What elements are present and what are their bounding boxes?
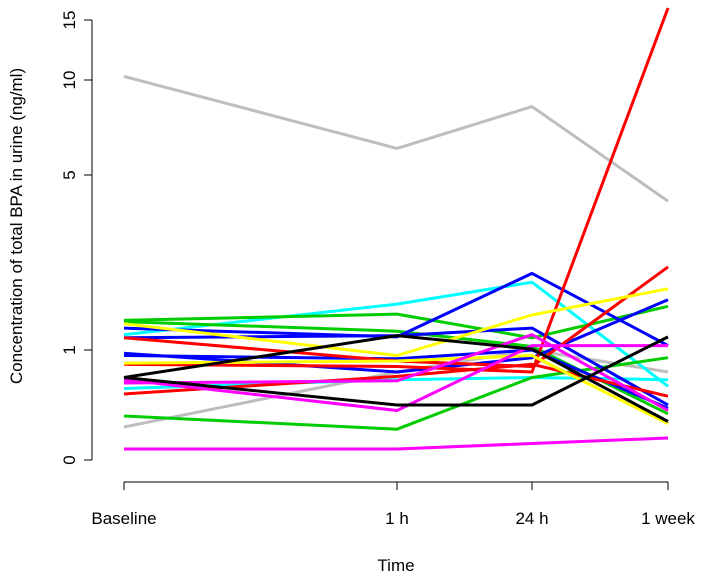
series-line-7 bbox=[123, 356, 669, 431]
series-line-15 bbox=[123, 287, 669, 357]
x-tick-label: Baseline bbox=[91, 509, 156, 528]
series-line-17 bbox=[124, 436, 669, 451]
x-axis: Baseline 1 h 24 h 1 week bbox=[91, 481, 695, 528]
y-tick-label: 15 bbox=[60, 11, 79, 30]
y-tick-label: 5 bbox=[60, 170, 79, 179]
series-line-8 bbox=[123, 271, 669, 347]
y-tick-label: 0 bbox=[60, 455, 79, 464]
series-line-21 bbox=[123, 334, 669, 423]
series-line-2 bbox=[123, 348, 669, 429]
series-line-9 bbox=[123, 326, 669, 407]
series-line-5 bbox=[123, 304, 669, 340]
y-tick-label: 10 bbox=[60, 71, 79, 90]
x-tick-label: 24 h bbox=[515, 509, 548, 528]
x-tick-label: 1 week bbox=[641, 509, 695, 528]
y-tick-label: 1 bbox=[60, 345, 79, 354]
series-layer bbox=[123, 7, 670, 451]
x-axis-title: Time bbox=[377, 556, 414, 575]
series-line-18 bbox=[123, 344, 668, 412]
series-line-20 bbox=[123, 335, 669, 407]
series-line-13 bbox=[123, 265, 669, 368]
x-tick-label: 1 h bbox=[385, 509, 409, 528]
series-line-14 bbox=[123, 362, 669, 398]
series-line-3 bbox=[123, 280, 669, 388]
series-line-1 bbox=[123, 74, 669, 203]
y-axis-title: Concentration of total BPA in urine (ng/… bbox=[7, 68, 26, 384]
